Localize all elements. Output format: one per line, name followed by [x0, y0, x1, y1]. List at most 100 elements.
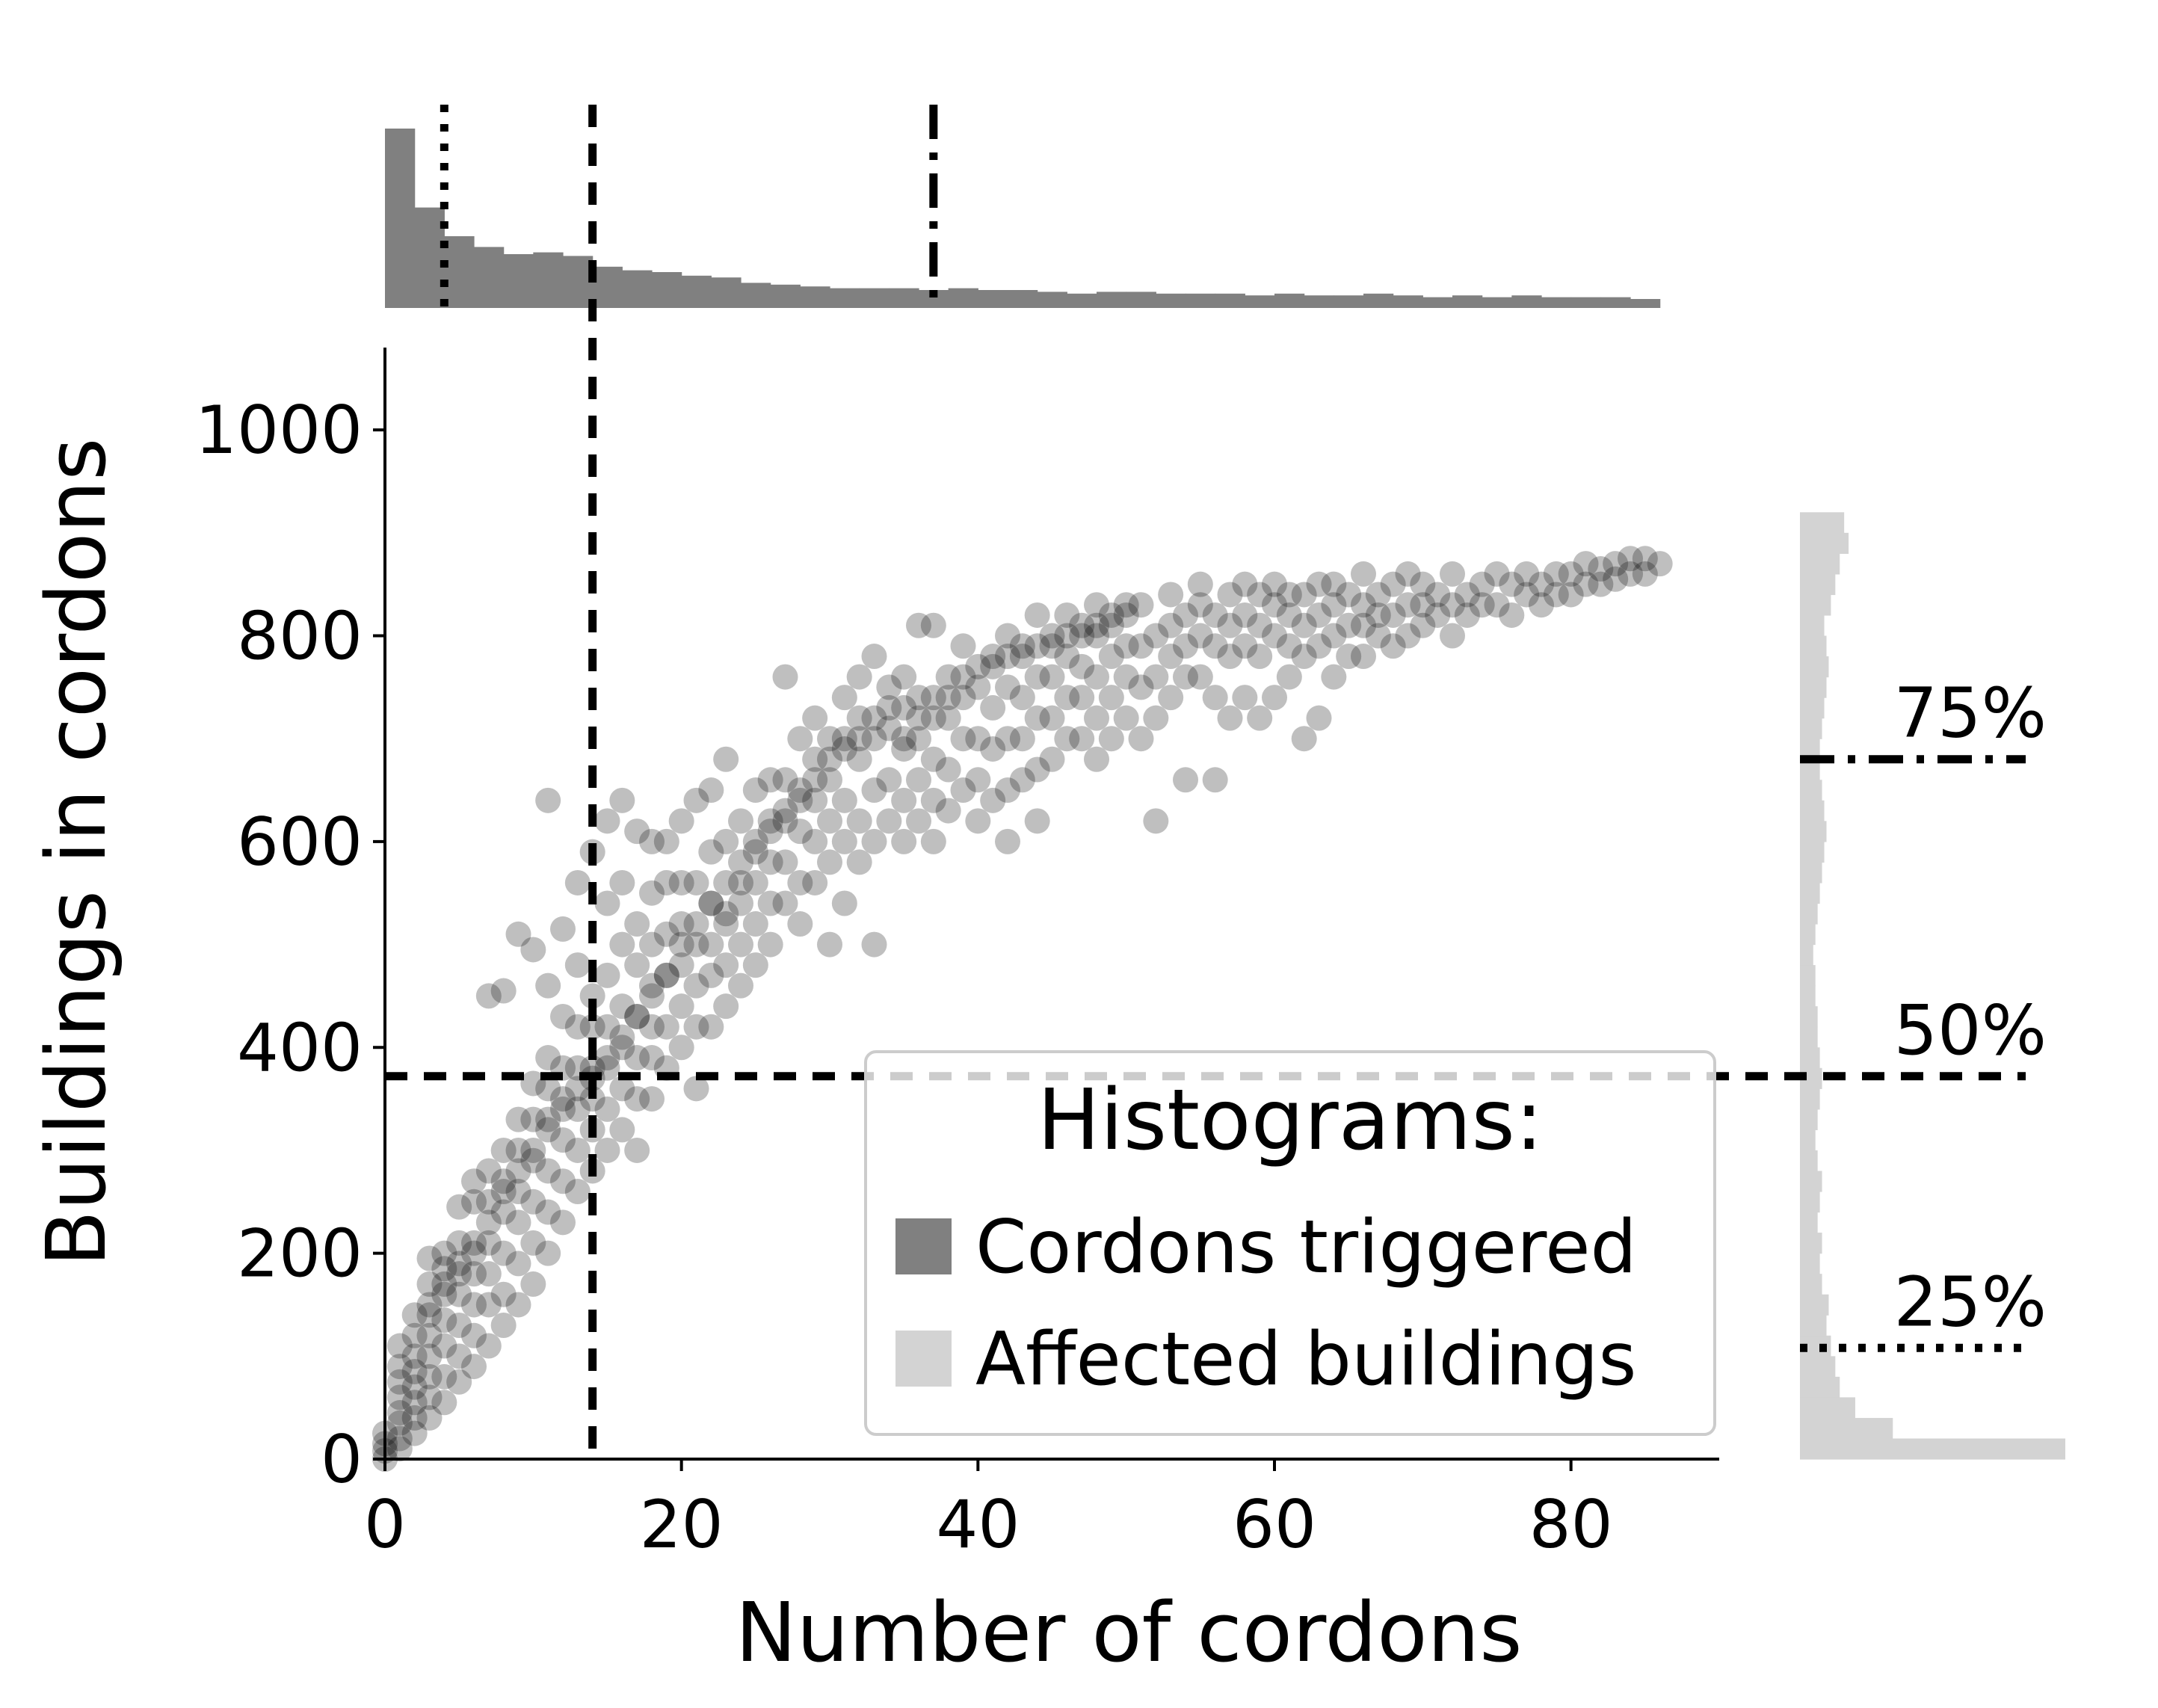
- scatter-point: [817, 726, 842, 752]
- right-hist-bar: [1800, 635, 1827, 657]
- legend-label-buildings: Affected buildings: [975, 1317, 1636, 1402]
- scatter-point: [401, 1374, 428, 1400]
- scatter-point: [1573, 571, 1599, 597]
- scatter-point: [1543, 582, 1569, 608]
- scatter-point: [446, 1369, 472, 1395]
- scatter-point: [1336, 644, 1362, 670]
- scatter-point: [995, 674, 1020, 700]
- scatter-point: [772, 849, 798, 875]
- scatter-point: [772, 767, 798, 793]
- scatter-point: [772, 664, 798, 690]
- scatter-point: [668, 931, 694, 958]
- scatter-point: [1098, 602, 1124, 628]
- scatter-point: [1143, 623, 1169, 649]
- top-hist-bar: [414, 207, 445, 308]
- scatter-point: [1291, 726, 1317, 752]
- scatter-point: [995, 623, 1020, 649]
- scatter-point: [965, 726, 991, 752]
- scatter-point: [461, 1230, 487, 1256]
- scatter-point: [1469, 571, 1495, 597]
- scatter-point: [1084, 746, 1109, 772]
- right-hist-bar: [1800, 1233, 1822, 1254]
- scatter-point: [980, 653, 1006, 679]
- scatter-point: [1365, 602, 1391, 628]
- scatter-point: [787, 726, 813, 752]
- scatter-point: [446, 1313, 472, 1339]
- legend-title: Histograms:: [1037, 1072, 1543, 1169]
- right-hist-bar: [1800, 841, 1825, 863]
- top-hist-bar: [1570, 297, 1601, 308]
- scatter-point: [1618, 561, 1643, 587]
- x-tick-label: 40: [936, 1486, 1020, 1563]
- scatter-point: [1143, 664, 1169, 690]
- scatter-point: [1009, 726, 1035, 752]
- scatter-point: [505, 1292, 531, 1318]
- scatter-point: [639, 983, 665, 1009]
- top-hist-bar: [444, 236, 475, 308]
- scatter-point: [431, 1363, 457, 1390]
- scatter-point: [653, 921, 679, 947]
- scatter-point: [861, 644, 887, 670]
- top-hist-bar: [978, 290, 1008, 308]
- right-hist-bar: [1800, 944, 1813, 966]
- scatter-point: [624, 818, 650, 845]
- scatter-point: [1632, 546, 1658, 572]
- scatter-point: [520, 1230, 546, 1256]
- scatter-point: [802, 767, 828, 793]
- x-ticks: 0 20 40 60 80: [364, 1459, 1613, 1563]
- scatter-point: [1306, 633, 1332, 659]
- scatter-point: [594, 1014, 620, 1040]
- scatter-point: [461, 1240, 487, 1266]
- scatter-point: [1380, 571, 1406, 597]
- scatter-point: [1276, 602, 1302, 628]
- right-hist-bar: [1800, 965, 1816, 987]
- scatter-point: [1291, 612, 1317, 638]
- right-hist-bar: [1800, 1356, 1836, 1378]
- scatter-point: [416, 1271, 443, 1297]
- scatter-point: [698, 839, 724, 865]
- scatter-point: [817, 931, 842, 958]
- scatter-point: [891, 664, 917, 690]
- scatter-point: [1484, 561, 1510, 587]
- scatter-point: [1395, 561, 1421, 587]
- x-tick-label: 20: [640, 1486, 724, 1563]
- scatter-point: [742, 952, 768, 978]
- scatter-point: [876, 674, 902, 700]
- scatter-point: [787, 818, 813, 845]
- scatter-point: [609, 787, 635, 813]
- scatter-point: [386, 1369, 413, 1395]
- scatter-point: [535, 1076, 561, 1102]
- scatter-point: [1440, 623, 1465, 649]
- scatter-point: [1321, 664, 1347, 690]
- top-hist-bar: [1037, 292, 1067, 308]
- scatter-point: [416, 1245, 443, 1271]
- scatter-point: [520, 1188, 546, 1215]
- scatter-point: [401, 1322, 428, 1348]
- scatter-point: [594, 962, 620, 988]
- scatter-point: [1202, 602, 1228, 628]
- scatter-point: [920, 787, 946, 813]
- scatter-point: [920, 612, 946, 638]
- scatter-point: [891, 787, 917, 813]
- scatter-point: [564, 1137, 591, 1163]
- scatter-point: [1173, 602, 1198, 628]
- scatter-point: [1202, 685, 1228, 711]
- scatter-point: [564, 869, 591, 895]
- scatter-point: [653, 869, 679, 895]
- scatter-point: [446, 1261, 472, 1287]
- scatter-point: [1084, 623, 1109, 649]
- top-hist-bar: [1274, 293, 1305, 308]
- scatter-point: [490, 1168, 517, 1194]
- scatter-point: [802, 869, 828, 895]
- scatter-point: [950, 777, 976, 804]
- scatter-point: [742, 911, 768, 937]
- scatter-point: [461, 1168, 487, 1194]
- scatter-point: [1321, 571, 1347, 597]
- top-hist-bar: [474, 247, 505, 308]
- scatter-point: [386, 1436, 413, 1462]
- scatter-point: [505, 921, 531, 947]
- right-hist-bar: [1800, 718, 1822, 739]
- scatter-point: [1098, 726, 1124, 752]
- scatter-point: [594, 808, 620, 834]
- scatter-point: [639, 972, 665, 999]
